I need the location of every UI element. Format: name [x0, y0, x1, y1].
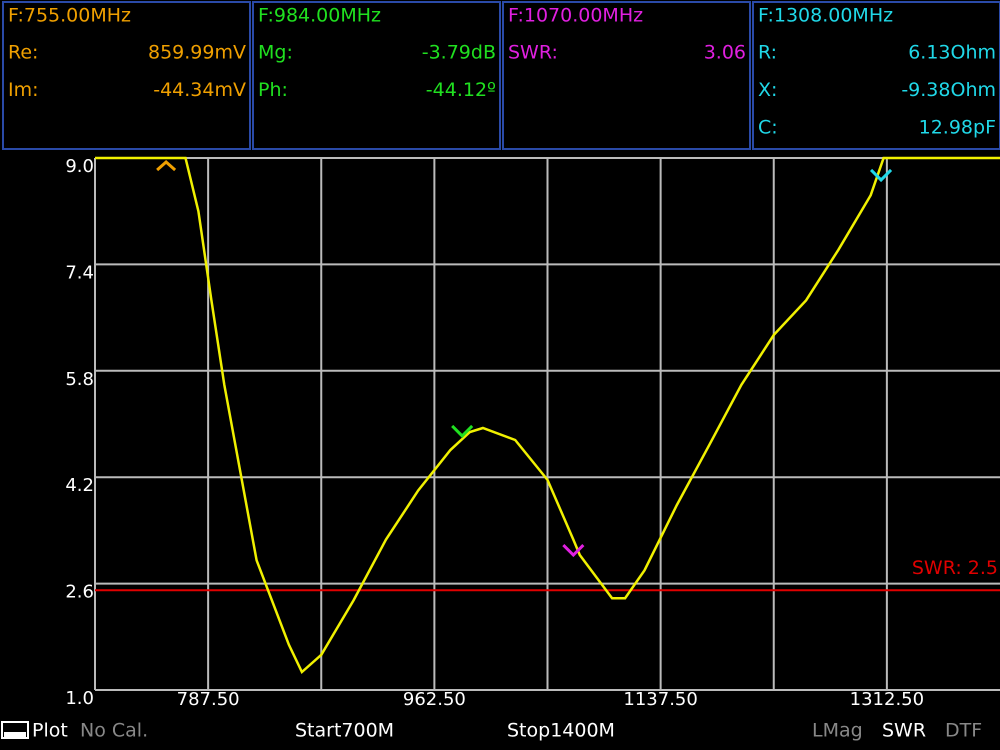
marker-field-value: 6.13Ohm [908, 42, 996, 64]
marker-glyph [869, 168, 893, 183]
marker-field-label: Re: [8, 42, 38, 64]
mode-dtf[interactable]: DTF [945, 720, 982, 742]
y-tick-label: 4.2 [65, 475, 94, 496]
x-tick-label: 787.50 [177, 689, 240, 710]
marker-field-value: -3.79dB [422, 42, 496, 64]
mode-lmag[interactable]: LMag [812, 720, 863, 742]
marker-field-label: Im: [8, 79, 39, 101]
x-tick-label: 1312.50 [850, 689, 924, 710]
mode-swr[interactable]: SWR [882, 720, 926, 742]
x-tick-label: 962.50 [403, 689, 466, 710]
marker-panel [252, 1, 501, 150]
marker-field-label: R: [758, 42, 777, 64]
stop-freq[interactable]: Stop1400M [507, 720, 615, 742]
start-freq[interactable]: Start700M [295, 720, 394, 742]
marker-field-label: SWR: [508, 42, 558, 64]
marker-field-value: 3.06 [704, 42, 746, 64]
marker-field-value: -44.34mV [153, 79, 246, 101]
marker-panel [502, 1, 751, 150]
marker-panel [752, 1, 1000, 150]
cal-status: No Cal. [80, 720, 148, 742]
x-tick-label: 1137.50 [623, 689, 697, 710]
plot-button[interactable]: Plot [32, 720, 68, 742]
y-tick-label: 5.8 [65, 369, 94, 390]
marker-field-value: -44.12º [426, 79, 496, 101]
marker-field-label: Mg: [258, 42, 293, 64]
marker-field-value: -9.38Ohm [901, 79, 996, 101]
marker-header: F:755.00MHz [8, 5, 131, 27]
y-tick-label: 1.0 [65, 688, 94, 709]
swr-trace [95, 156, 1000, 675]
y-tick-label: 7.4 [65, 262, 94, 283]
plot-icon-bar [4, 732, 26, 737]
reference-label: SWR: 2.5 [912, 557, 998, 579]
marker-glyph [562, 543, 585, 558]
marker-field-label: X: [758, 79, 777, 101]
marker-field-label: C: [758, 117, 778, 139]
y-tick-label: 2.6 [65, 582, 94, 603]
plot-icon [1, 721, 29, 739]
marker-panel [2, 1, 251, 150]
marker-field-label: Ph: [258, 79, 288, 101]
marker-header: F:1070.00MHz [508, 5, 643, 27]
marker-glyph [156, 159, 177, 172]
marker-header: F:984.00MHz [258, 5, 381, 27]
marker-header: F:1308.00MHz [758, 5, 893, 27]
marker-field-value: 12.98pF [919, 117, 996, 139]
y-tick-label: 9.0 [65, 156, 94, 177]
marker-glyph [451, 424, 474, 439]
marker-field-value: 859.99mV [148, 42, 246, 64]
